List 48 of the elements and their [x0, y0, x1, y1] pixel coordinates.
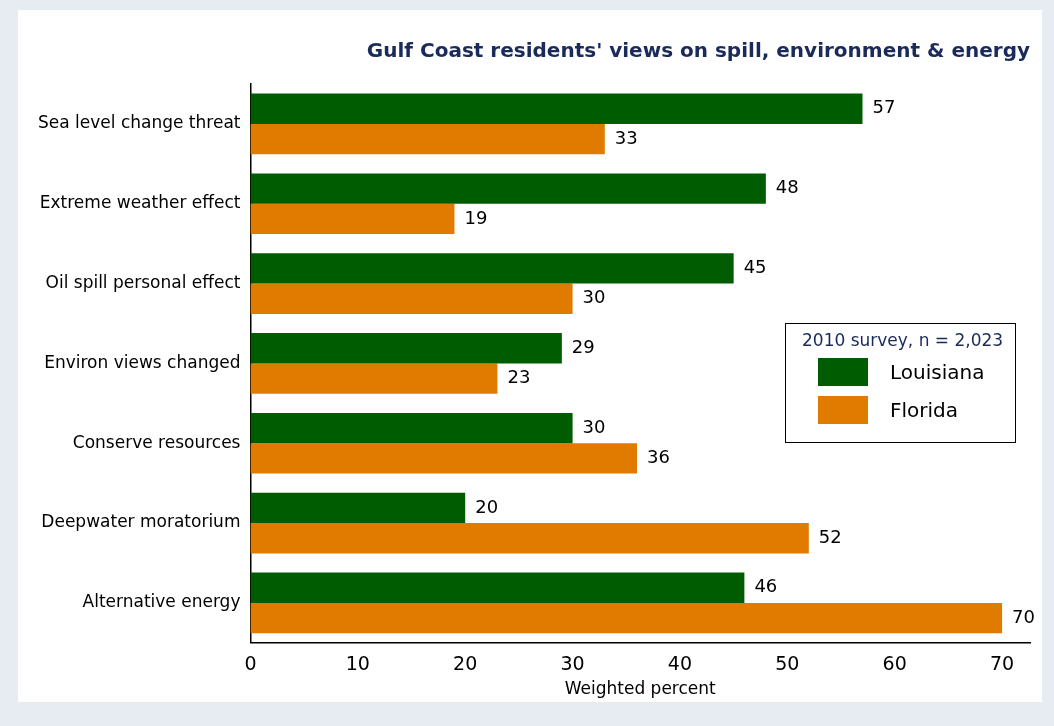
- bar: [250, 203, 455, 235]
- bar: [250, 123, 605, 155]
- data-label: 45: [743, 256, 767, 278]
- data-label: 20: [475, 495, 499, 517]
- legend-label: Florida: [890, 398, 959, 423]
- data-label: 33: [614, 126, 638, 148]
- x-axis-title: Weighted percent: [564, 678, 717, 699]
- data-label: 29: [571, 335, 595, 357]
- data-label: 19: [464, 206, 488, 228]
- data-label: 48: [775, 176, 799, 198]
- data-label: 30: [582, 286, 606, 308]
- x-tick-label: 70: [989, 652, 1015, 675]
- data-label: 30: [582, 415, 606, 437]
- chart-title: Gulf Coast residents' views on spill, environment & energy: [366, 38, 1030, 63]
- legend-label: Louisiana: [890, 360, 985, 385]
- x-tick-label: 0: [244, 652, 257, 675]
- legend-title: 2010 survey, n = 2,023: [802, 330, 1004, 351]
- data-label: 23: [507, 366, 531, 388]
- x-tick-label: 50: [775, 652, 800, 675]
- bar: [250, 283, 573, 314]
- bar: [250, 363, 498, 394]
- x-tick-label: 40: [667, 652, 693, 675]
- data-label: 70: [1012, 605, 1035, 627]
- y-tick-label: Extreme weather effect: [39, 192, 241, 213]
- x-tick-label: 30: [560, 652, 585, 675]
- x-tick-label: 20: [453, 652, 478, 675]
- bar: [250, 93, 863, 124]
- y-tick-label: Environ views changed: [44, 351, 241, 372]
- bar: [250, 602, 1003, 634]
- data-label: 36: [647, 446, 670, 468]
- bar: [250, 492, 466, 524]
- y-tick-label: Deepwater moratorium: [41, 511, 241, 532]
- data-label: 52: [818, 525, 842, 547]
- y-tick-label: Conserve resources: [72, 431, 241, 452]
- y-tick-label: Alternative energy: [82, 591, 241, 612]
- bar: [250, 443, 638, 474]
- x-tick-label: 10: [345, 652, 370, 675]
- data-label: 57: [872, 96, 896, 118]
- bar: [250, 412, 573, 444]
- data-label: 46: [754, 575, 778, 597]
- bar: [250, 173, 766, 204]
- bar: [250, 333, 562, 364]
- bar: [250, 253, 734, 284]
- x-tick-label: 60: [882, 652, 907, 675]
- y-tick-label: Sea level change threat: [38, 112, 241, 133]
- y-tick-label: Oil spill personal effect: [45, 271, 241, 292]
- bar: [250, 572, 745, 603]
- bar: [250, 523, 809, 554]
